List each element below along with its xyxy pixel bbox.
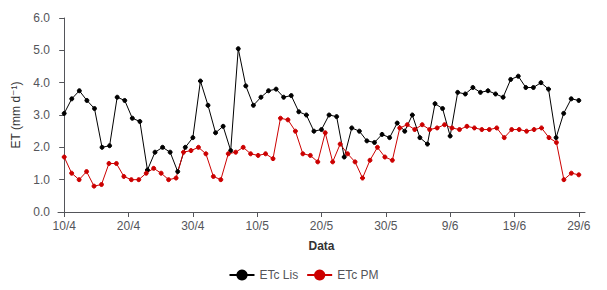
svg-text:9/6: 9/6 bbox=[442, 219, 459, 233]
svg-text:10/5: 10/5 bbox=[245, 219, 269, 233]
svg-text:4.0: 4.0 bbox=[33, 76, 50, 90]
svg-text:ETc PM: ETc PM bbox=[337, 268, 378, 282]
svg-text:Data: Data bbox=[308, 239, 334, 253]
svg-text:2.0: 2.0 bbox=[33, 140, 50, 154]
svg-text:10/4: 10/4 bbox=[53, 219, 77, 233]
svg-text:30/4: 30/4 bbox=[181, 219, 205, 233]
svg-text:5.0: 5.0 bbox=[33, 43, 50, 57]
svg-text:1.0: 1.0 bbox=[33, 173, 50, 187]
svg-text:6.0: 6.0 bbox=[33, 11, 50, 25]
svg-text:19/6: 19/6 bbox=[503, 219, 527, 233]
svg-text:ETc Lis: ETc Lis bbox=[259, 268, 298, 282]
svg-text:3.0: 3.0 bbox=[33, 108, 50, 122]
svg-text:ET (mm d⁻¹): ET (mm d⁻¹) bbox=[9, 82, 23, 149]
svg-text:0.0: 0.0 bbox=[33, 205, 50, 219]
svg-text:30/5: 30/5 bbox=[374, 219, 398, 233]
svg-text:29/6: 29/6 bbox=[567, 219, 591, 233]
svg-text:20/5: 20/5 bbox=[310, 219, 334, 233]
svg-text:20/4: 20/4 bbox=[117, 219, 141, 233]
